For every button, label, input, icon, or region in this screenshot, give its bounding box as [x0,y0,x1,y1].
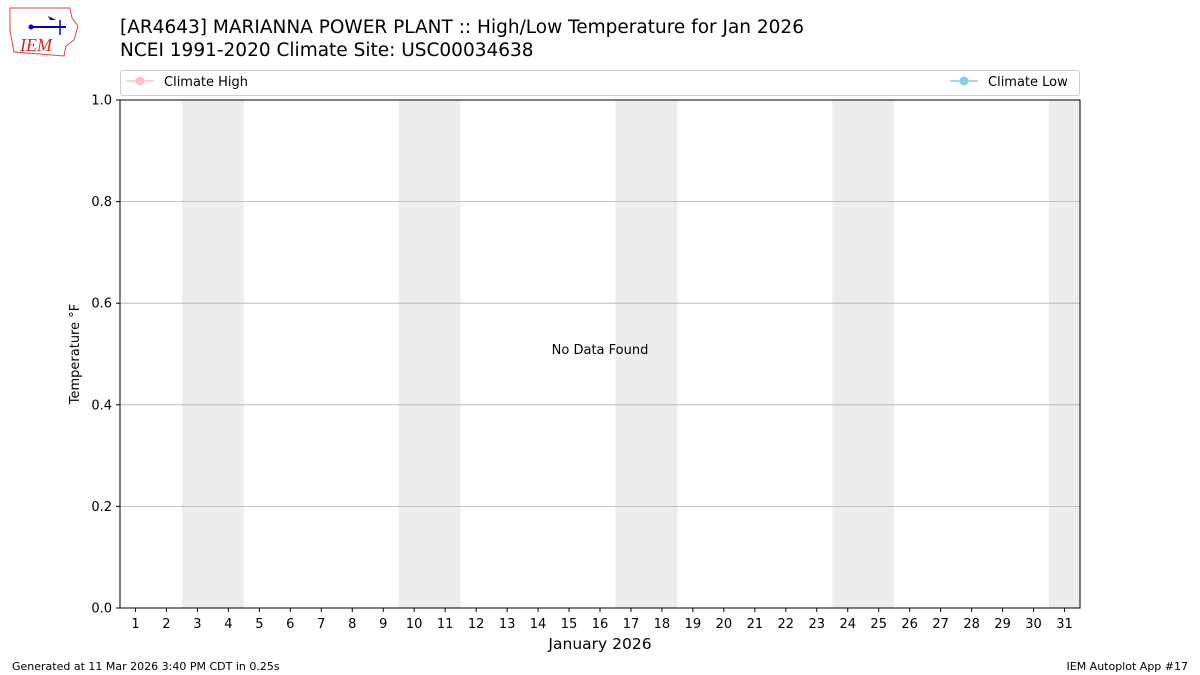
weekend-shade [832,100,895,608]
y-axis-label: Temperature °F [68,304,83,405]
x-tick-label: 24 [839,617,856,632]
x-tick-label: 11 [437,617,454,632]
x-tick-label: 26 [901,617,918,632]
chart-title: [AR4643] MARIANNA POWER PLANT :: High/Lo… [120,17,804,38]
x-tick-label: 27 [932,617,949,632]
x-tick-label: 7 [317,617,325,632]
x-tick-label: 12 [468,617,485,632]
no-data-annotation: No Data Found [552,343,649,358]
x-tick-label: 15 [561,617,578,632]
x-tick-label: 3 [193,617,201,632]
weekend-shade [615,100,678,608]
x-tick-label: 5 [255,617,263,632]
x-tick-label: 25 [870,617,887,632]
x-tick-label: 13 [499,617,516,632]
x-tick-label: 4 [224,617,232,632]
x-tick-label: 17 [623,617,640,632]
x-tick-label: 21 [747,617,764,632]
x-tick-label: 19 [685,617,702,632]
y-tick-label: 0.2 [91,500,112,515]
x-tick-label: 16 [592,617,609,632]
x-tick-label: 1 [131,617,139,632]
chart-subtitle: NCEI 1991-2020 Climate Site: USC00034638 [120,40,534,61]
weekend-shade [181,100,244,608]
legend-marker-0 [135,76,145,86]
y-tick-label: 0.4 [91,398,112,413]
legend-marker-1 [959,76,969,86]
iem-logo: IEM [9,7,79,57]
x-tick-label: 14 [530,617,547,632]
x-tick-label: 9 [379,617,387,632]
legend [120,70,1080,96]
x-tick-label: 18 [654,617,671,632]
legend-label-1: Climate Low [988,75,1068,90]
x-tick-label: 29 [994,617,1011,632]
x-tick-label: 23 [809,617,826,632]
x-tick-label: 28 [963,617,980,632]
x-tick-label: 22 [778,617,795,632]
legend-label-0: Climate High [164,75,248,90]
y-tick-label: 0.6 [91,297,112,312]
x-tick-label: 6 [286,617,294,632]
weekend-shade [1049,100,1080,608]
plot-frame [119,99,1081,609]
y-tick-label: 1.0 [91,94,112,109]
x-tick-label: 10 [406,617,423,632]
logo-text: IEM [19,35,53,55]
generated-timestamp: Generated at 11 Mar 2026 3:40 PM CDT in … [12,660,280,673]
y-tick-label: 0.8 [91,195,112,210]
weekend-shade [398,100,461,608]
x-tick-label: 8 [348,617,356,632]
app-label: IEM Autoplot App #17 [1066,660,1189,673]
x-tick-label: 20 [716,617,733,632]
x-tick-label: 31 [1056,617,1073,632]
x-tick-label: 30 [1025,617,1042,632]
x-tick-label: 2 [162,617,170,632]
y-tick-label: 0.0 [91,602,112,617]
x-axis-label: January 2026 [547,635,651,653]
